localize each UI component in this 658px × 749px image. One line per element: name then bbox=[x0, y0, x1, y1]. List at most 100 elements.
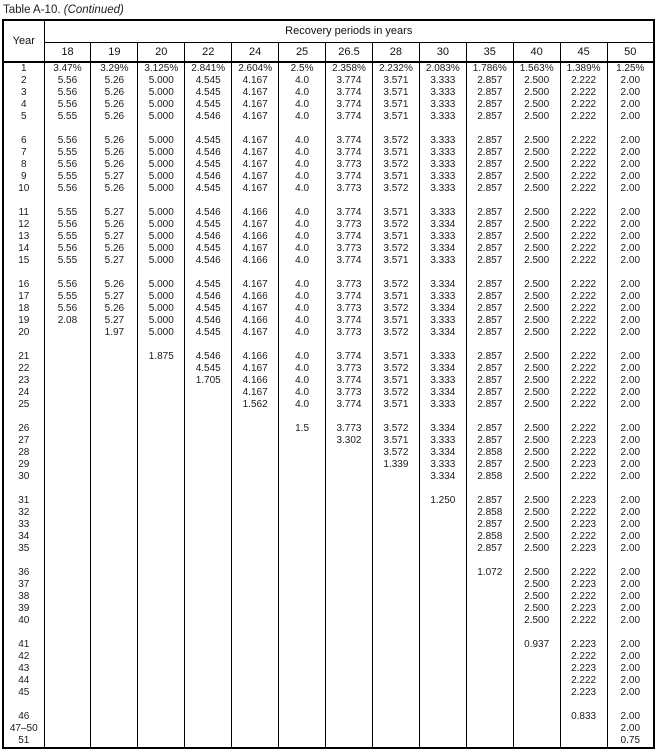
table-row: 42 2.222 2.00 bbox=[2, 651, 654, 663]
value-cell: 4.0 bbox=[278, 255, 326, 267]
value-cell: 3.47% bbox=[43, 62, 91, 75]
value-cell bbox=[137, 423, 185, 435]
value-cell bbox=[90, 519, 138, 531]
value-cell bbox=[231, 651, 279, 663]
value-cell: 4.545 bbox=[184, 219, 232, 231]
value-cell: 5.000 bbox=[137, 315, 185, 327]
table-row: 7 5.55 5.26 5.000 4.546 4.167 4.0 3.774 3.571 3.3… bbox=[2, 147, 654, 159]
value-cell bbox=[278, 435, 326, 447]
value-cell bbox=[278, 663, 326, 675]
spacer-cell bbox=[278, 123, 326, 135]
value-cell bbox=[418, 543, 467, 555]
year-cell: 21 bbox=[2, 351, 44, 363]
spacer-cell bbox=[184, 699, 232, 711]
year-cell: 32 bbox=[2, 507, 44, 519]
value-cell: 4.167 bbox=[231, 219, 279, 231]
column-header: 35 bbox=[465, 42, 514, 63]
spacer-cell bbox=[43, 123, 91, 135]
value-cell: 3.571 bbox=[371, 75, 420, 87]
value-cell bbox=[325, 507, 373, 519]
spacer-cell bbox=[184, 195, 232, 207]
value-cell: 4.167 bbox=[231, 159, 279, 171]
spacer-cell bbox=[43, 627, 91, 639]
spacer-cell bbox=[606, 339, 654, 351]
year-cell: 42 bbox=[2, 651, 44, 663]
value-cell: 5.56 bbox=[43, 135, 91, 147]
spacer-cell bbox=[2, 267, 44, 279]
value-cell bbox=[418, 687, 467, 699]
group-spacer-row bbox=[2, 339, 654, 351]
value-cell: 2.500 bbox=[512, 87, 561, 99]
value-cell: 3.774 bbox=[325, 207, 373, 219]
value-cell bbox=[418, 579, 467, 591]
table-row: 17 5.55 5.27 5.000 4.546 4.166 4.0 3.774 3.571 3.… bbox=[2, 291, 654, 303]
value-cell: 2.222 bbox=[559, 375, 608, 387]
value-cell: 4.0 bbox=[278, 243, 326, 255]
group-header-row: Year Recovery periods in years bbox=[2, 20, 654, 63]
value-cell bbox=[325, 579, 373, 591]
column-header: 20 bbox=[137, 42, 185, 63]
value-cell bbox=[512, 687, 561, 699]
spacer-cell bbox=[559, 699, 608, 711]
value-cell: 5.000 bbox=[137, 219, 185, 231]
value-cell: 2.500 bbox=[512, 135, 561, 147]
value-cell: 2.857 bbox=[465, 159, 514, 171]
spacer-cell bbox=[137, 123, 185, 135]
value-cell: 3.774 bbox=[325, 351, 373, 363]
value-cell: 2.00 bbox=[606, 255, 654, 267]
value-cell: 2.222 bbox=[559, 447, 608, 459]
value-cell: 2.222 bbox=[559, 423, 608, 435]
value-cell: 2.222 bbox=[559, 351, 608, 363]
value-cell bbox=[371, 495, 420, 507]
spacer-cell bbox=[325, 195, 373, 207]
year-cell: 38 bbox=[2, 591, 44, 603]
value-cell: 2.00 bbox=[606, 495, 654, 507]
value-cell: 3.774 bbox=[325, 135, 373, 147]
value-cell bbox=[184, 531, 232, 543]
spacer-cell bbox=[43, 699, 91, 711]
value-cell bbox=[231, 723, 279, 735]
value-cell: 4.546 bbox=[184, 291, 232, 303]
value-cell: 4.0 bbox=[278, 99, 326, 111]
year-cell: 28 bbox=[2, 447, 44, 459]
value-cell: 3.571 bbox=[371, 435, 420, 447]
group-spacer-row bbox=[2, 267, 654, 279]
value-cell: 2.500 bbox=[512, 303, 561, 315]
value-cell: 2.500 bbox=[512, 495, 561, 507]
value-cell: 3.333 bbox=[418, 459, 467, 471]
table-title-main: Table A-10. bbox=[3, 4, 61, 16]
value-cell bbox=[137, 723, 185, 735]
spacer-cell bbox=[2, 555, 44, 567]
value-cell: 3.571 bbox=[371, 207, 420, 219]
value-cell: 3.333 bbox=[418, 135, 467, 147]
value-cell: 4.545 bbox=[184, 183, 232, 195]
value-cell: 2.500 bbox=[512, 147, 561, 159]
value-cell: 2.00 bbox=[606, 147, 654, 159]
year-cell: 23 bbox=[2, 375, 44, 387]
year-cell: 2 bbox=[2, 75, 44, 87]
value-cell bbox=[371, 471, 420, 483]
value-cell: 5.000 bbox=[137, 159, 185, 171]
table-row: 47–50 2.00 bbox=[2, 723, 654, 735]
value-cell bbox=[137, 735, 185, 748]
value-cell: 2.223 bbox=[559, 519, 608, 531]
spacer-cell bbox=[2, 339, 44, 351]
column-header: 24 bbox=[231, 42, 279, 63]
value-cell: 5.000 bbox=[137, 279, 185, 291]
value-cell bbox=[231, 507, 279, 519]
value-cell: 3.773 bbox=[325, 219, 373, 231]
year-cell: 27 bbox=[2, 435, 44, 447]
value-cell: 3.572 bbox=[371, 135, 420, 147]
value-cell bbox=[184, 459, 232, 471]
value-cell: 3.333 bbox=[418, 231, 467, 243]
spacer-cell bbox=[278, 267, 326, 279]
value-cell: 4.0 bbox=[278, 363, 326, 375]
value-cell: 2.00 bbox=[606, 567, 654, 579]
value-cell: 2.00 bbox=[606, 399, 654, 411]
value-cell bbox=[43, 711, 91, 723]
value-cell: 3.334 bbox=[418, 447, 467, 459]
value-cell: 2.00 bbox=[606, 387, 654, 399]
value-cell bbox=[465, 579, 514, 591]
table-row: 39 2.500 2.223 2.00 bbox=[2, 603, 654, 615]
value-cell bbox=[512, 711, 561, 723]
